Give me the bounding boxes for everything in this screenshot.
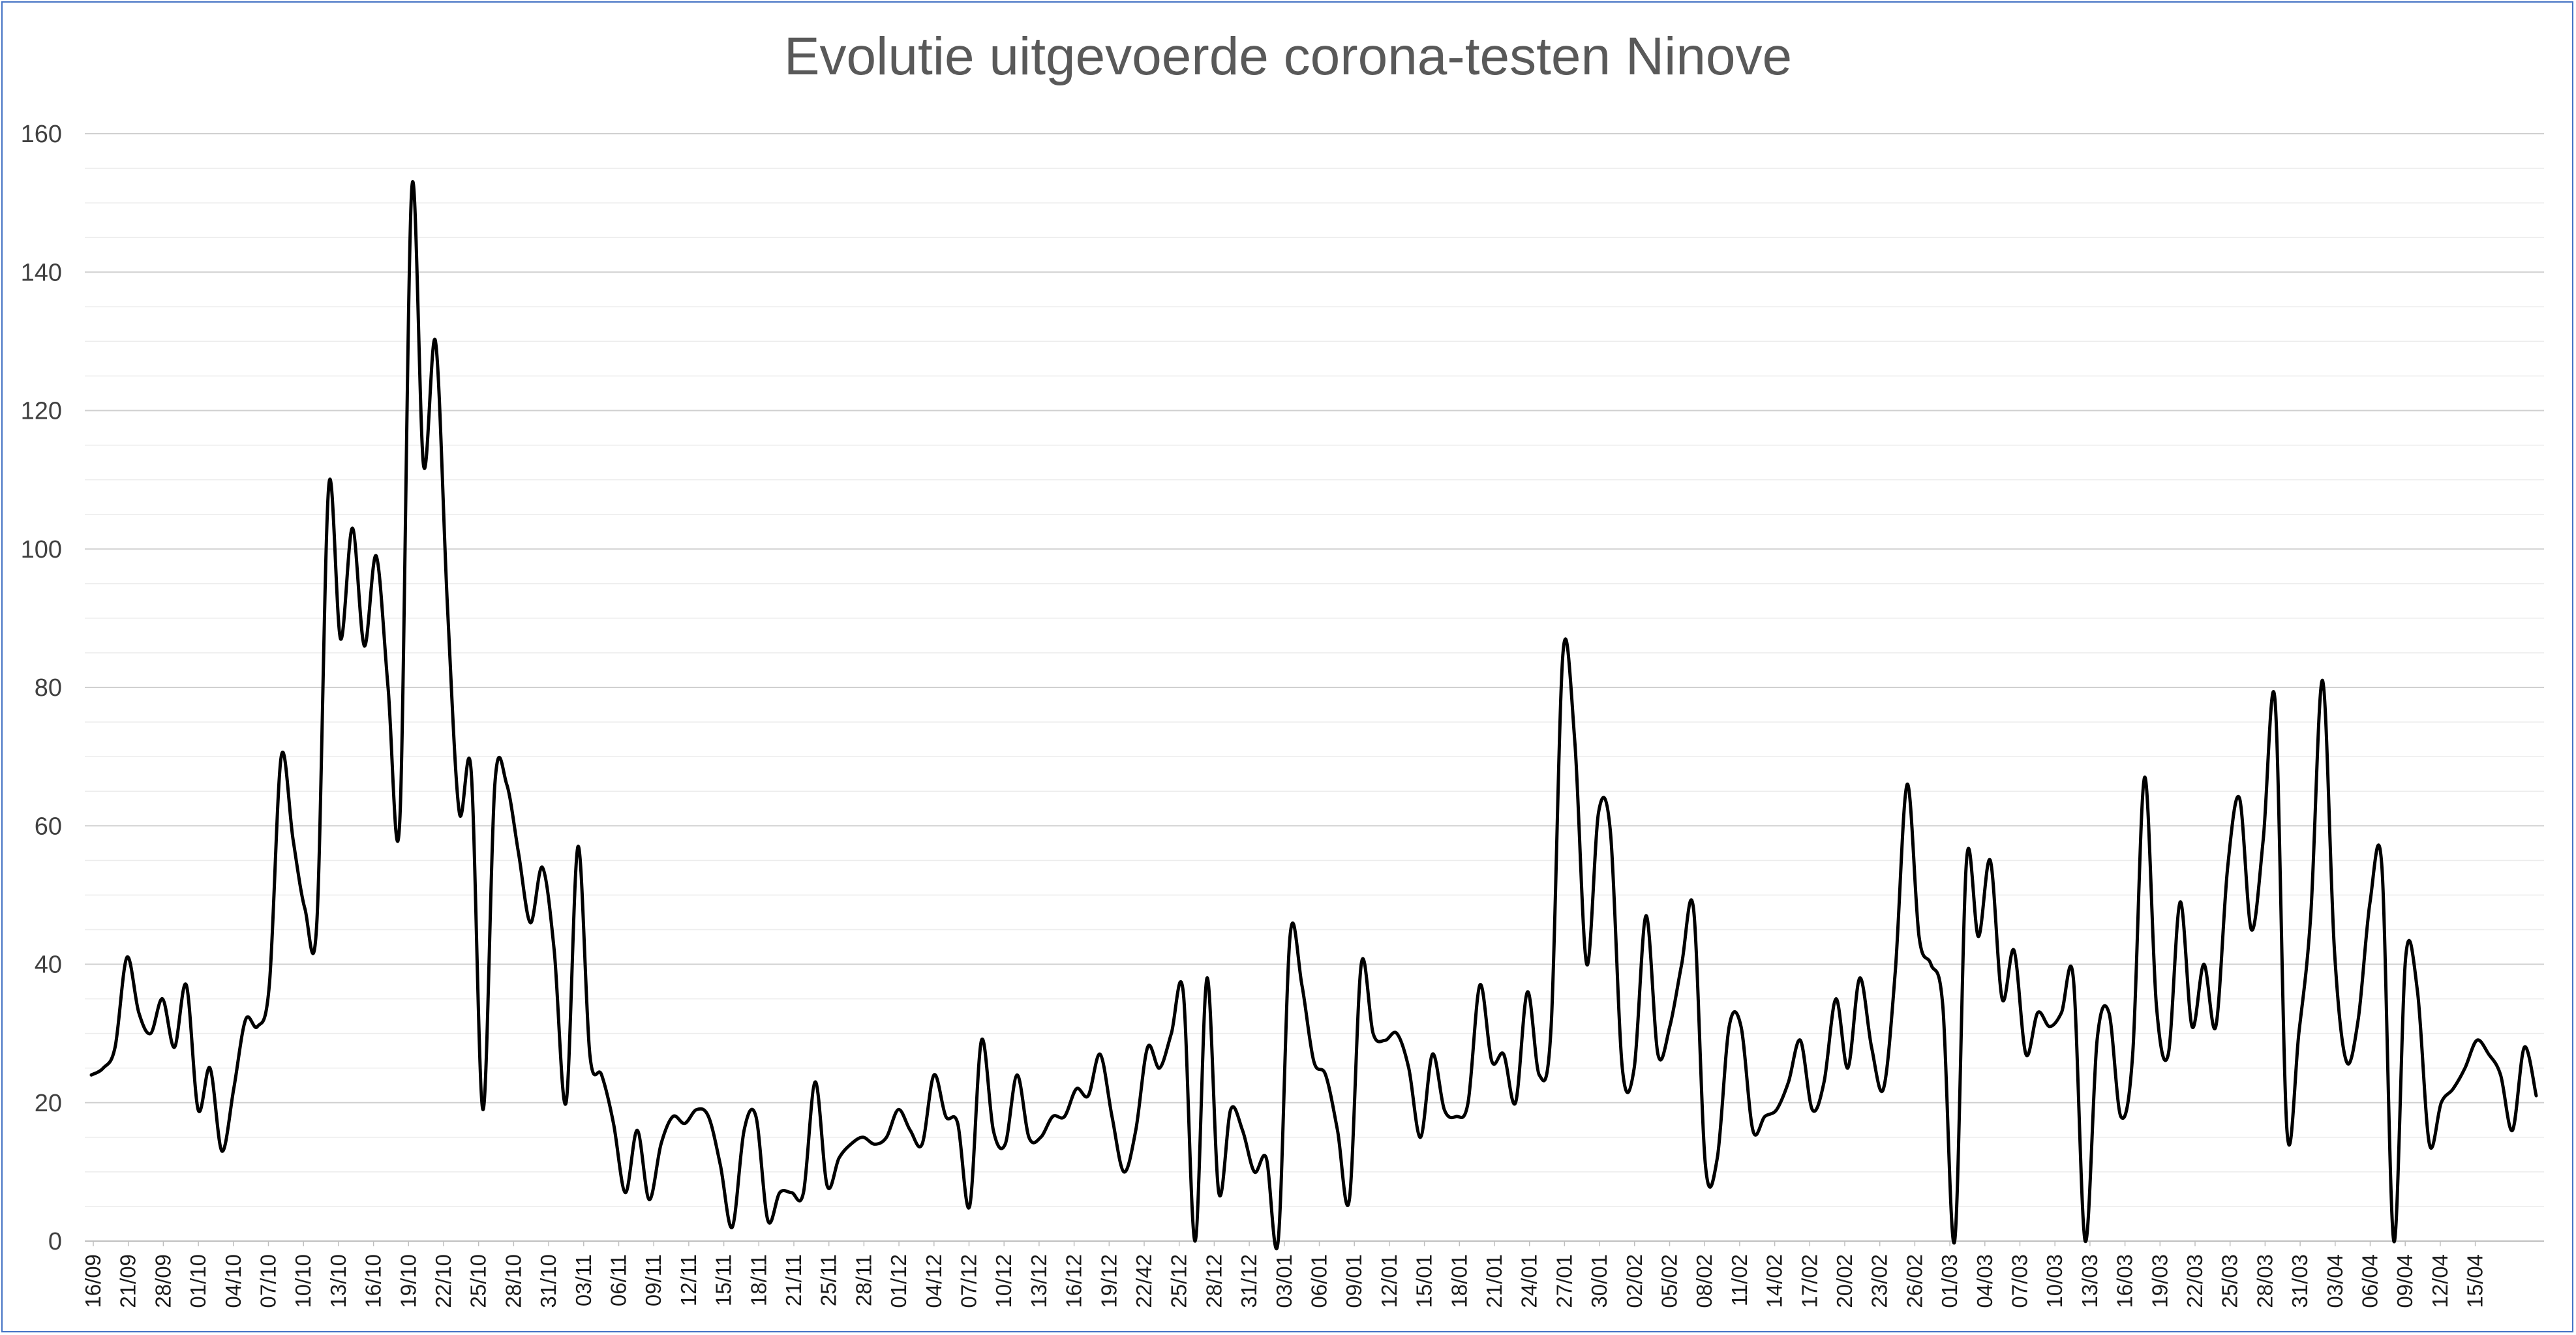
x-tick-label: 18/01 [1447,1254,1471,1308]
x-tick-label: 08/02 [1692,1254,1716,1308]
x-tick-label: 31/03 [2288,1254,2312,1308]
y-tick-label: 160 [21,121,62,148]
x-tick-label: 10/03 [2042,1254,2067,1308]
x-tick-label: 16/09 [81,1254,105,1308]
x-tick-label: 05/02 [1658,1254,1682,1308]
y-tick-label: 0 [48,1228,62,1255]
x-tick-label: 28/11 [851,1254,875,1306]
x-tick-label: 03/04 [2323,1254,2347,1308]
x-tick-label: 07/12 [957,1254,981,1308]
x-tick-label: 31/10 [536,1254,560,1308]
x-tick-label: 06/01 [1307,1254,1331,1308]
x-tick-label: 01/10 [186,1254,210,1308]
x-tick-label: 09/04 [2393,1254,2417,1308]
gridlines [85,133,2544,1242]
y-axis-tick-labels: 0 20 40 60 80 100 120 140 160 [21,121,62,1255]
x-tick-label: 28/12 [1202,1254,1226,1308]
x-tick-label: 09/11 [641,1254,665,1306]
x-tick-label: 04/03 [1973,1254,1997,1308]
x-tick-label: 24/01 [1517,1254,1541,1308]
x-tick-label: 23/02 [1868,1254,1892,1308]
x-tick-label: 30/01 [1587,1254,1611,1308]
x-tick-label: 19/10 [396,1254,420,1308]
x-tick-label: 15/01 [1412,1254,1436,1308]
x-tick-label: 28/03 [2252,1254,2277,1308]
x-tick-label: 22/10 [431,1254,455,1308]
x-tick-label: 31/12 [1237,1254,1261,1308]
x-tick-label: 25/03 [2218,1254,2242,1308]
x-tick-label: 10/10 [291,1254,315,1308]
x-tick-label: 10/12 [992,1254,1016,1308]
x-tick-label: 25/11 [817,1254,841,1306]
x-tick-label: 19/03 [2147,1254,2172,1308]
x-tick-label: 04/10 [221,1254,245,1308]
y-tick-label: 100 [21,536,62,563]
x-tick-label: 15/11 [712,1254,736,1306]
x-tick-label: 11/02 [1727,1254,1751,1306]
x-tick-label: 21/01 [1482,1254,1506,1308]
y-tick-label: 60 [35,813,62,840]
x-tick-label: 13/03 [2078,1254,2102,1308]
x-axis-tick-labels: 16/09 21/09 28/09 01/10 04/10 07/10 10/10 13/10… [81,1254,2487,1308]
x-tick-label: 02/02 [1622,1254,1646,1308]
x-tick-label: 22/03 [2183,1254,2207,1308]
x-tick-label: 12/04 [2428,1254,2452,1308]
x-tick-label: 19/12 [1097,1254,1121,1308]
x-tick-label: 12/01 [1377,1254,1401,1308]
x-tick-label: 06/04 [2358,1254,2382,1308]
x-tick-label: 07/03 [2008,1254,2032,1308]
chart-title: Evolutie uitgevoerde corona-testen Ninov… [783,27,1793,86]
x-tick-label: 13/12 [1027,1254,1051,1308]
x-tick-label: 16/12 [1062,1254,1086,1308]
series-line [89,180,2538,1251]
x-tick-label: 09/01 [1342,1254,1366,1308]
x-tick-label: 07/10 [256,1254,280,1308]
x-tick-label: 21/11 [781,1254,806,1306]
x-tick-label: 17/02 [1797,1254,1821,1308]
x-tick-label: 14/02 [1763,1254,1787,1308]
x-tick-label: 03/01 [1272,1254,1296,1308]
x-tick-label: 01/12 [886,1254,911,1308]
x-tick-label: 20/02 [1832,1254,1856,1308]
y-tick-label: 140 [21,259,62,286]
x-tick-label: 25/12 [1167,1254,1191,1308]
x-tick-label: 16/03 [2113,1254,2137,1308]
x-tick-label: 01/03 [1937,1254,1962,1308]
x-axis-tick-marks [93,1241,2476,1246]
x-tick-label: 15/04 [2463,1254,2487,1308]
x-tick-label: 25/10 [466,1254,491,1308]
y-tick-label: 80 [35,674,62,702]
x-tick-label: 12/11 [676,1254,701,1306]
x-tick-label: 16/10 [361,1254,386,1308]
y-tick-label: 20 [35,1090,62,1117]
x-tick-label: 21/09 [116,1254,140,1308]
x-tick-label: 26/02 [1902,1254,1926,1308]
x-tick-label: 06/11 [607,1254,631,1306]
x-tick-label: 18/11 [746,1254,770,1306]
x-tick-label: 03/11 [571,1254,596,1306]
x-tick-label: 22/42 [1132,1254,1156,1308]
y-tick-label: 120 [21,398,62,425]
x-tick-label: 28/10 [501,1254,525,1308]
x-tick-label: 27/01 [1552,1254,1576,1308]
x-tick-label: 04/12 [922,1254,946,1308]
x-tick-label: 28/09 [151,1254,175,1308]
y-tick-label: 40 [35,952,62,979]
x-tick-label: 13/10 [326,1254,350,1308]
